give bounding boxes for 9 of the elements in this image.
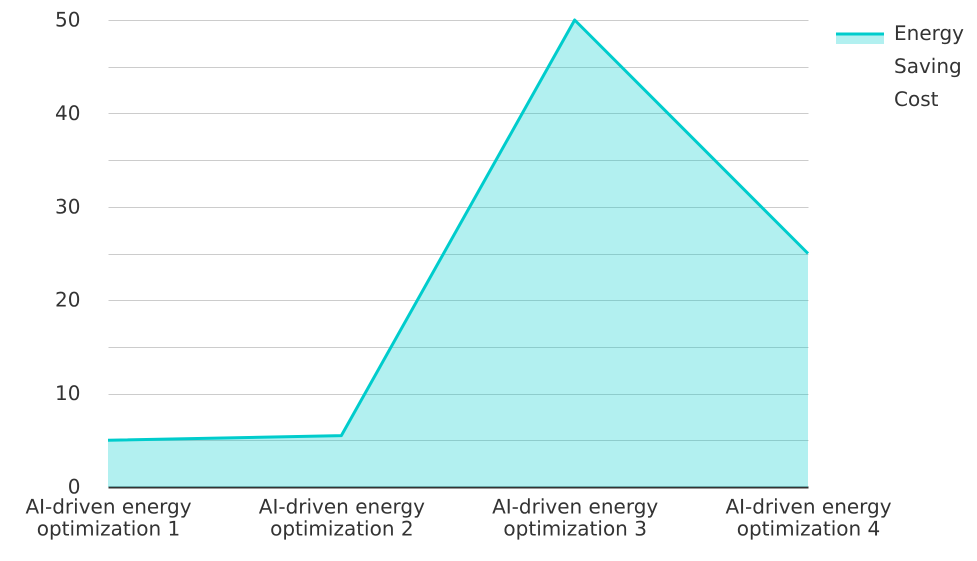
x-tick-label: AI-driven energy optimization 2 bbox=[258, 494, 426, 540]
y-tick-label: 40 bbox=[55, 100, 80, 125]
y-tick-label: 10 bbox=[55, 381, 80, 406]
y-tick-label: 30 bbox=[55, 194, 80, 218]
y-tick-label: 50 bbox=[55, 8, 80, 32]
legend-label: Energy Saving Cost bbox=[894, 21, 964, 111]
x-tick-label: AI-driven energy optimization 3 bbox=[492, 494, 658, 540]
y-tick-label: 20 bbox=[55, 288, 80, 312]
x-tick-label: AI-driven energy optimization 4 bbox=[725, 494, 892, 540]
